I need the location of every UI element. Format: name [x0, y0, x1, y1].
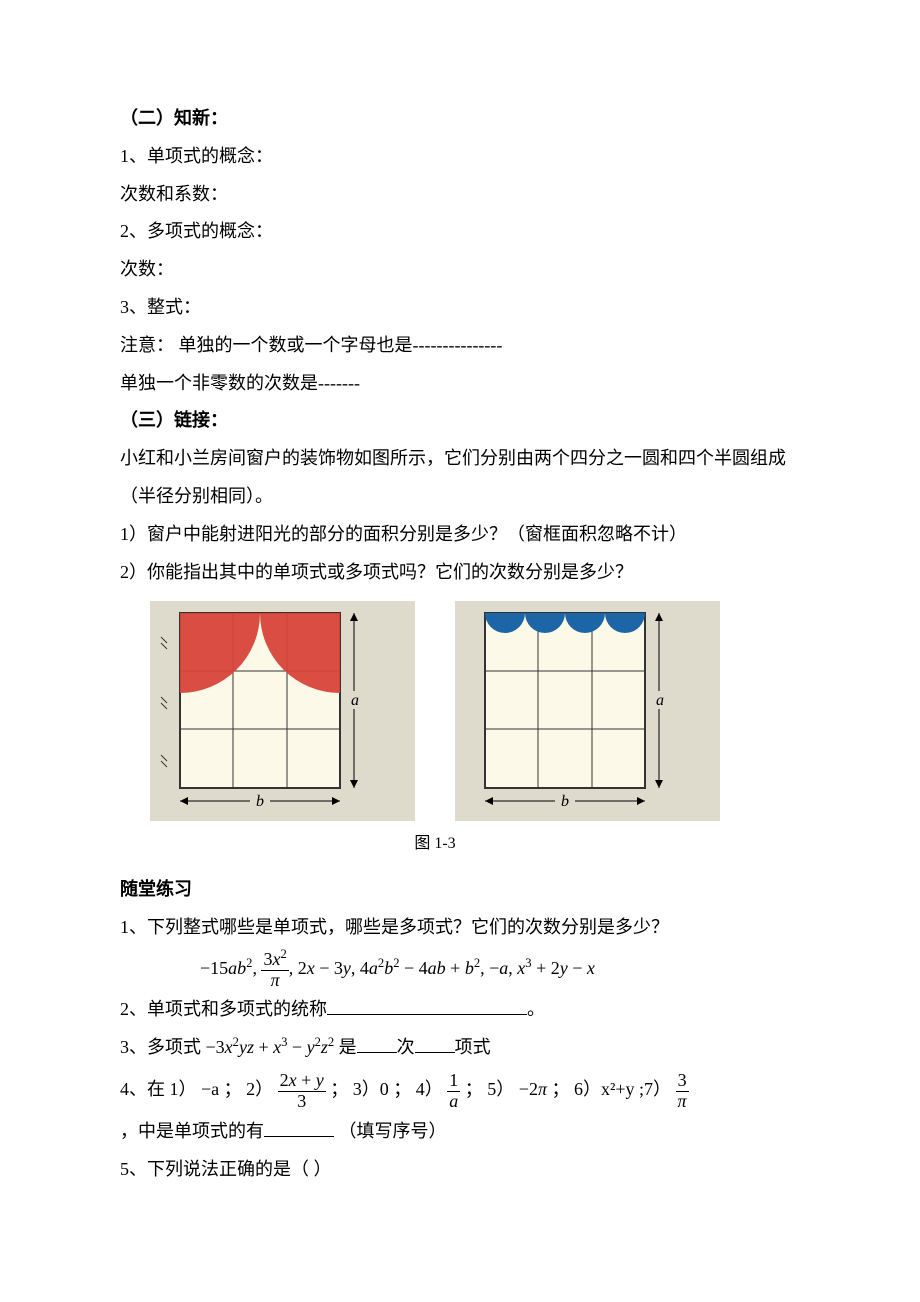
s2-line7-a: 单独一个非零数的次数是 — [120, 373, 318, 393]
s2-line3: 2、多项式的概念： — [120, 213, 800, 251]
section-2-title: （二）知新： — [120, 100, 800, 138]
page: （二）知新： 1、单项式的概念： 次数和系数： 2、多项式的概念： 次数： 3、… — [0, 0, 920, 1302]
ex4-d: ； 6）x²+y ;7） — [551, 1079, 671, 1099]
s2-line1: 1、单项式的概念： — [120, 138, 800, 176]
ex4-line2: ，中是单项式的有 （填写序号） — [120, 1113, 800, 1151]
ex3-d: 项式 — [455, 1037, 491, 1057]
s2-line5: 3、整式： — [120, 289, 800, 327]
section-3-title: （三）链接： — [120, 402, 800, 440]
ex4-b: ； 3）0 ； 4） — [330, 1079, 443, 1099]
figure-row: a b — [150, 601, 800, 821]
ex4-a: 4、在 1） −a ； 2） — [120, 1079, 273, 1099]
s2-line2: 次数和系数： — [120, 176, 800, 214]
ex3-blank2 — [415, 1034, 455, 1053]
ex3-a: 3、多项式 — [120, 1037, 201, 1057]
ex4-tail-a: ，中是单项式的有 — [120, 1121, 264, 1141]
ex4-blank — [264, 1118, 334, 1137]
ex2-b: 。 — [527, 999, 545, 1019]
figure-left: a b — [150, 601, 415, 821]
ex1-formula: −15ab2, 3x2π, 2x − 3y, 4a2b2 − 4ab + b2,… — [120, 947, 800, 991]
ex5: 5、下列说法正确的是（ ） — [120, 1151, 800, 1189]
s3-q1: 1）窗户中能射进阳光的部分的面积分别是多少？（窗框面积忽略不计） — [120, 516, 800, 554]
ex3-b: 是 — [339, 1037, 357, 1057]
s2-line7: 单独一个非零数的次数是------- — [120, 365, 800, 403]
figure-caption: 图 1-3 — [150, 827, 720, 861]
s2-line4: 次数： — [120, 251, 800, 289]
svg-text:a: a — [656, 692, 664, 709]
ex4-c: ； 5） — [465, 1079, 515, 1099]
s2-line6-dashes: --------------- — [413, 335, 503, 355]
ex2-blank — [327, 996, 527, 1015]
s2-line7-dashes: ------- — [318, 373, 360, 393]
ex2-a: 2、单项式和多项式的统称 — [120, 999, 327, 1019]
ex3: 3、多项式 −3x2yz + x3 − y2z2 是次项式 — [120, 1029, 800, 1067]
ex4-line1: 4、在 1） −a ； 2） 2x + y3 ； 3）0 ； 4） 1a ； 5… — [120, 1066, 800, 1113]
svg-text:b: b — [256, 793, 264, 810]
s3-q2: 2）你能指出其中的单项式或多项式吗？它们的次数分别是多少？ — [120, 554, 800, 592]
s3-paragraph: 小红和小兰房间窗户的装饰物如图所示，它们分别由两个四分之一圆和四个半圆组成（半径… — [120, 440, 800, 516]
figure-right: a b — [455, 601, 720, 821]
ex1: 1、下列整式哪些是单项式，哪些是多项式？它们的次数分别是多少？ — [120, 909, 800, 947]
ex3-blank1 — [357, 1034, 397, 1053]
svg-text:b: b — [561, 793, 569, 810]
s2-line6-a: 注意： 单独的一个数或一个字母也是 — [120, 335, 413, 355]
exercise-title: 随堂练习 — [120, 871, 800, 909]
s2-line6: 注意： 单独的一个数或一个字母也是--------------- — [120, 327, 800, 365]
svg-text:a: a — [351, 692, 359, 709]
ex2: 2、单项式和多项式的统称 。 — [120, 991, 800, 1029]
ex4-tail-b: （填写序号） — [339, 1121, 447, 1141]
ex3-c: 次 — [397, 1037, 415, 1057]
